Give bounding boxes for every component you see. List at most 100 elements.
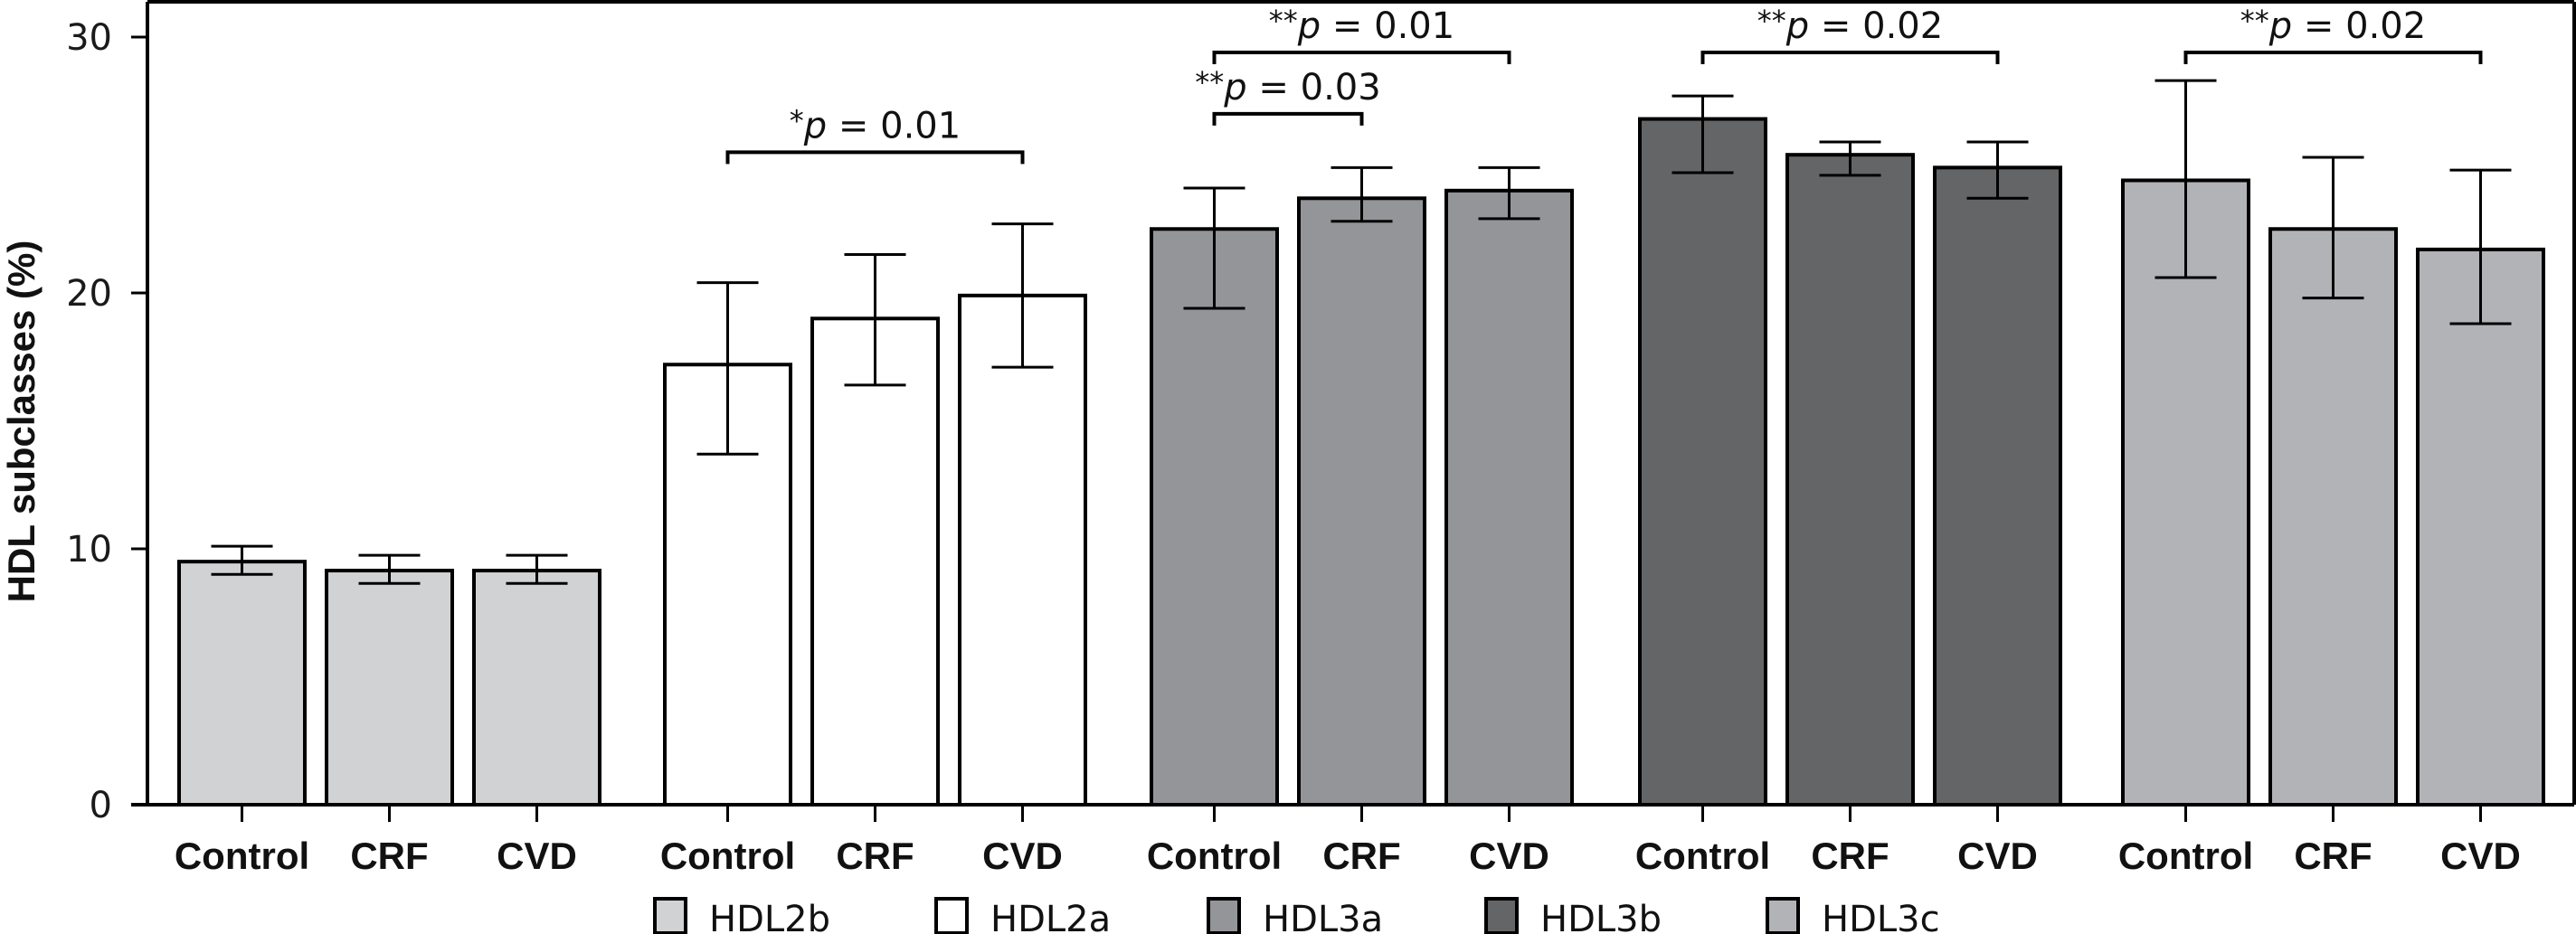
axes: 0 10 20 30 Control CRF CVD Control CRF CVD Control… bbox=[66, 2, 2574, 877]
y-axis-title: HDL subclasses (%) bbox=[0, 241, 43, 603]
error-bar-hdl2b-control bbox=[211, 544, 273, 576]
x-tick-label-hdl2b-cvd: CVD bbox=[497, 835, 577, 877]
x-tick-label-hdl2a-crf: CRF bbox=[836, 835, 914, 877]
bar-hdl3c-crf bbox=[2268, 227, 2398, 807]
x-tick-label-hdl3b-crf: CRF bbox=[1811, 835, 1889, 877]
x-tick-label-hdl3b-control: Control bbox=[1635, 835, 1770, 877]
bar-hdl3c-cvd bbox=[2416, 247, 2545, 807]
error-bar-hdl2a-crf bbox=[844, 253, 906, 387]
legend-swatch bbox=[653, 897, 687, 934]
x-tick-label-hdl2a-cvd: CVD bbox=[982, 835, 1063, 877]
bar-hdl3a-cvd bbox=[1444, 188, 1574, 807]
bar-hdl3b-cvd bbox=[1933, 165, 2062, 807]
x-tick-label-hdl3a-cvd: CVD bbox=[1469, 835, 1549, 877]
significance-annotation-2: **p = 0.03 bbox=[1195, 65, 1381, 126]
significance-annotations: *p = 0.01**p = 0.01**p = 0.03**p = 0.02 *… bbox=[725, 4, 2483, 165]
significance-stars: ** bbox=[1757, 4, 1786, 38]
error-bar-hdl2a-cvd bbox=[991, 222, 1054, 369]
p-value: = 0.01 bbox=[1321, 5, 1454, 47]
x-tick-label-hdl3c-control: Control bbox=[2118, 835, 2253, 877]
error-bars bbox=[211, 79, 2512, 585]
x-tick-label-hdl3c-crf: CRF bbox=[2294, 835, 2372, 877]
legend: HDL2b HDL2a HDL3a HDL3b HDL3c bbox=[653, 897, 1940, 934]
bar-hdl3b-control bbox=[1638, 117, 1767, 807]
legend-item-hdl2b: HDL2b bbox=[653, 897, 830, 934]
legend-item-hdl3c: HDL3c bbox=[1766, 897, 1940, 934]
significance-bracket bbox=[1212, 50, 1511, 64]
error-bar-hdl3c-crf bbox=[2302, 156, 2364, 300]
significance-annotation-4: **p = 0.02 bbox=[2183, 4, 2483, 64]
significance-bracket bbox=[2183, 50, 2483, 64]
error-bar-hdl3c-control bbox=[2155, 79, 2217, 279]
error-bar-hdl3b-cvd bbox=[1966, 140, 2029, 200]
legend-swatch bbox=[1766, 897, 1800, 934]
x-tick-label-hdl3b-cvd: CVD bbox=[1957, 835, 2038, 877]
x-tick-label-hdl2a-control: Control bbox=[660, 835, 795, 877]
x-tick-label-hdl3a-control: Control bbox=[1147, 835, 1282, 877]
p-symbol: p bbox=[803, 105, 827, 146]
significance-label: **p = 0.01 bbox=[1269, 4, 1454, 47]
y-tick-label-0: 0 bbox=[90, 785, 112, 826]
error-bar-hdl2a-control bbox=[696, 281, 759, 456]
x-tick-label-hdl2b-crf: CRF bbox=[350, 835, 428, 877]
bar-hdl2b-cvd bbox=[472, 569, 601, 807]
significance-label: **p = 0.03 bbox=[1195, 65, 1380, 108]
significance-annotation-1: **p = 0.01 bbox=[1212, 4, 1511, 64]
y-tick-label-30: 30 bbox=[66, 17, 112, 59]
significance-bracket bbox=[1212, 111, 1364, 126]
significance-bracket bbox=[1700, 50, 2000, 64]
bar-hdl3b-crf bbox=[1785, 153, 1915, 807]
bar-hdl2b-crf bbox=[325, 569, 454, 807]
bar-hdl3c-control bbox=[2121, 178, 2250, 807]
error-bar-hdl3b-crf bbox=[1819, 140, 1881, 177]
significance-stars: ** bbox=[1269, 4, 1298, 38]
legend-swatch bbox=[1484, 897, 1519, 934]
significance-label: *p = 0.01 bbox=[790, 103, 961, 146]
p-value: = 0.02 bbox=[2292, 5, 2426, 47]
p-value: = 0.02 bbox=[1809, 5, 1943, 47]
legend-label: HDL2a bbox=[990, 899, 1111, 934]
bars bbox=[177, 117, 2545, 807]
legend-label: HDL3a bbox=[1263, 899, 1383, 934]
significance-stars: ** bbox=[1195, 65, 1224, 99]
error-bar-hdl2b-crf bbox=[358, 553, 421, 585]
bar-hdl3a-crf bbox=[1297, 196, 1426, 807]
p-symbol: p bbox=[2268, 5, 2292, 47]
y-tick-label-20: 20 bbox=[66, 273, 112, 315]
y-tick-label-10: 10 bbox=[66, 529, 112, 571]
legend-label: HDL3b bbox=[1540, 899, 1662, 934]
significance-label: **p = 0.02 bbox=[2240, 4, 2426, 47]
bar-hdl2b-control bbox=[177, 560, 307, 807]
bar-hdl2a-crf bbox=[810, 316, 940, 807]
legend-label: HDL2b bbox=[709, 899, 830, 934]
bar-hdl2a-cvd bbox=[958, 293, 1087, 807]
x-tick-label-hdl3c-cvd: CVD bbox=[2440, 835, 2521, 877]
error-bar-hdl3b-control bbox=[1672, 94, 1734, 175]
p-symbol: p bbox=[1297, 5, 1321, 47]
legend-label: HDL3c bbox=[1822, 899, 1940, 934]
legend-swatch bbox=[1207, 897, 1241, 934]
significance-label: **p = 0.02 bbox=[1757, 4, 1943, 47]
x-tick-label-hdl2b-control: Control bbox=[175, 835, 309, 877]
significance-stars: ** bbox=[2240, 4, 2269, 38]
error-bar-hdl2b-cvd bbox=[506, 553, 568, 585]
significance-annotation-0: *p = 0.01 bbox=[725, 103, 1025, 165]
bar-hdl3a-control bbox=[1150, 227, 1279, 807]
legend-swatch bbox=[934, 897, 969, 934]
legend-item-hdl3a: HDL3a bbox=[1207, 897, 1383, 934]
p-value: = 0.01 bbox=[827, 105, 961, 146]
plot-frame bbox=[147, 0, 2576, 805]
legend-item-hdl2a: HDL2a bbox=[934, 897, 1111, 934]
legend-item-hdl3b: HDL3b bbox=[1484, 897, 1662, 934]
error-bar-hdl3a-cvd bbox=[1478, 165, 1540, 221]
x-tick-label-hdl3a-crf: CRF bbox=[1322, 835, 1400, 877]
p-symbol: p bbox=[1785, 5, 1809, 47]
error-bar-hdl3a-control bbox=[1183, 186, 1245, 310]
significance-bracket bbox=[725, 150, 1025, 165]
significance-annotation-3: **p = 0.02 bbox=[1700, 4, 2000, 64]
error-bar-hdl3c-cvd bbox=[2449, 168, 2512, 325]
p-value: = 0.03 bbox=[1247, 67, 1381, 108]
significance-stars: * bbox=[790, 103, 804, 137]
error-bar-hdl3a-crf bbox=[1331, 165, 1393, 223]
